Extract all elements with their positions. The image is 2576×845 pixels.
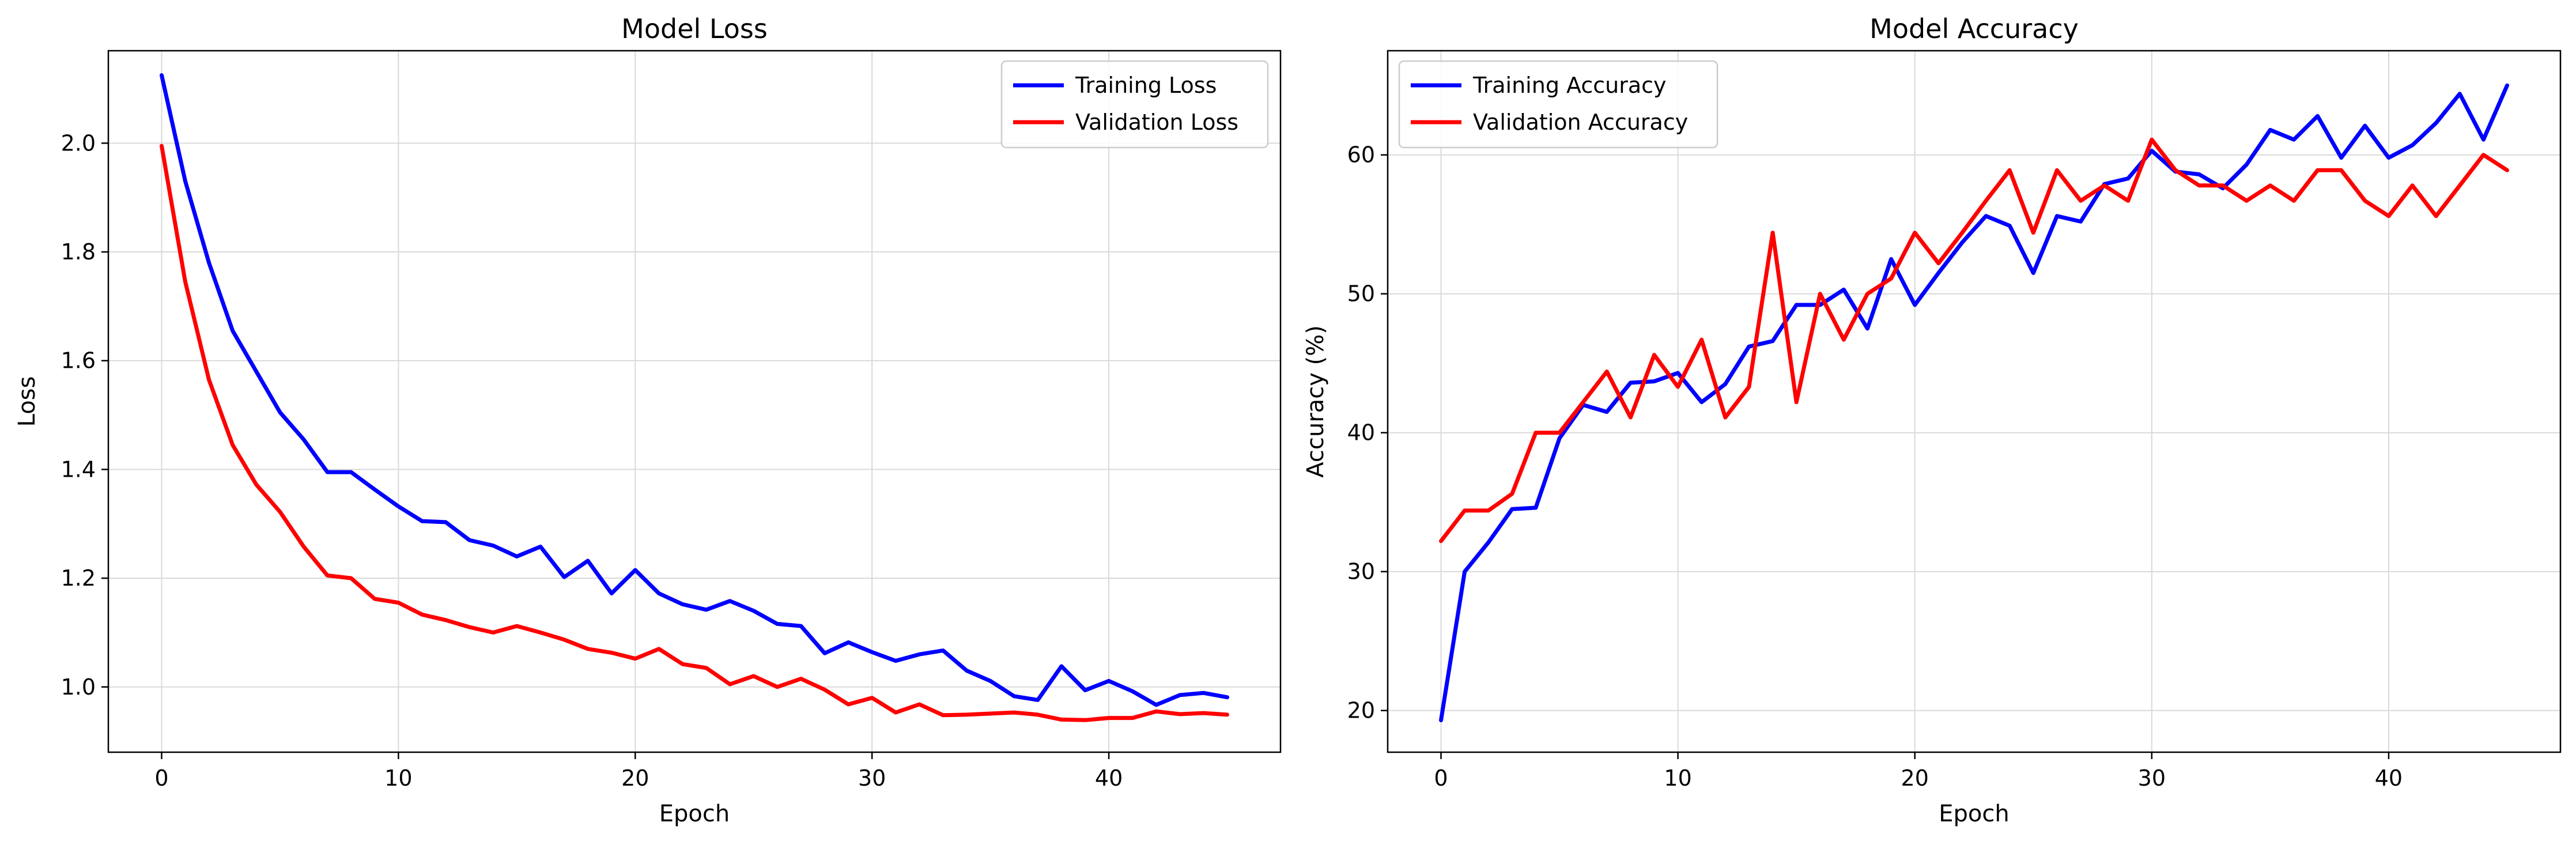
x-tick-label: 0 bbox=[1434, 765, 1448, 791]
axes-frame bbox=[107, 50, 1282, 753]
chart-title: Model Accuracy bbox=[1869, 13, 2079, 44]
x-tick-label: 30 bbox=[858, 765, 886, 791]
y-tick-label: 20 bbox=[1347, 698, 1375, 723]
y-tick-label: 1.0 bbox=[61, 674, 96, 700]
x-tick-label: 10 bbox=[1664, 765, 1691, 791]
x-tick-label: 20 bbox=[1901, 765, 1929, 791]
y-tick-label: 40 bbox=[1347, 420, 1375, 446]
y-tick-label: 1.6 bbox=[61, 348, 96, 374]
x-tick-label: 10 bbox=[384, 765, 412, 791]
legend-box bbox=[1000, 60, 1269, 149]
y-axis-label: Loss bbox=[14, 376, 40, 427]
x-tick-label: 40 bbox=[2375, 765, 2403, 791]
chart-panel-2: 0 10 20 30 40 20 30 40 50 60 Model Accuracy Epoch Ac… bbox=[1302, 13, 2562, 827]
series-line-2 bbox=[160, 144, 1229, 722]
x-tick-label: 20 bbox=[621, 765, 649, 791]
legend-label-1: Training Loss bbox=[1075, 73, 1217, 98]
legend: Training Loss Validation Loss bbox=[1000, 60, 1269, 149]
y-tick-label: 1.8 bbox=[61, 239, 96, 265]
y-tick-label: 60 bbox=[1347, 142, 1375, 168]
y-tick-label: 2.0 bbox=[61, 130, 96, 156]
series-line-1 bbox=[160, 73, 1229, 707]
legend-label-2: Validation Loss bbox=[1075, 110, 1238, 135]
y-tick-label: 1.2 bbox=[61, 565, 96, 591]
legend: Training Accuracy Validation Accuracy bbox=[1398, 60, 1718, 149]
x-tick-label: 40 bbox=[1095, 765, 1123, 791]
y-tick-label: 1.4 bbox=[61, 457, 96, 482]
axes-frame bbox=[1387, 50, 2562, 753]
legend-label-2: Validation Accuracy bbox=[1473, 110, 1688, 135]
series-line-2 bbox=[1439, 137, 2509, 544]
y-axis-label: Accuracy (%) bbox=[1302, 325, 1329, 478]
chart-title: Model Loss bbox=[621, 13, 768, 44]
legend-box bbox=[1398, 60, 1718, 149]
x-axis-label: Epoch bbox=[1939, 801, 2009, 827]
y-tick-label: 30 bbox=[1347, 559, 1375, 584]
x-tick-label: 30 bbox=[2138, 765, 2166, 791]
y-tick-label: 50 bbox=[1347, 281, 1375, 307]
x-tick-label: 0 bbox=[154, 765, 168, 791]
chart-panel-1: 0 10 20 30 40 1.0 1.2 1.4 1.6 1.8 2.0 Model Loss Epo… bbox=[14, 13, 1282, 827]
legend-label-1: Training Accuracy bbox=[1472, 73, 1667, 98]
x-axis-label: Epoch bbox=[659, 801, 730, 827]
